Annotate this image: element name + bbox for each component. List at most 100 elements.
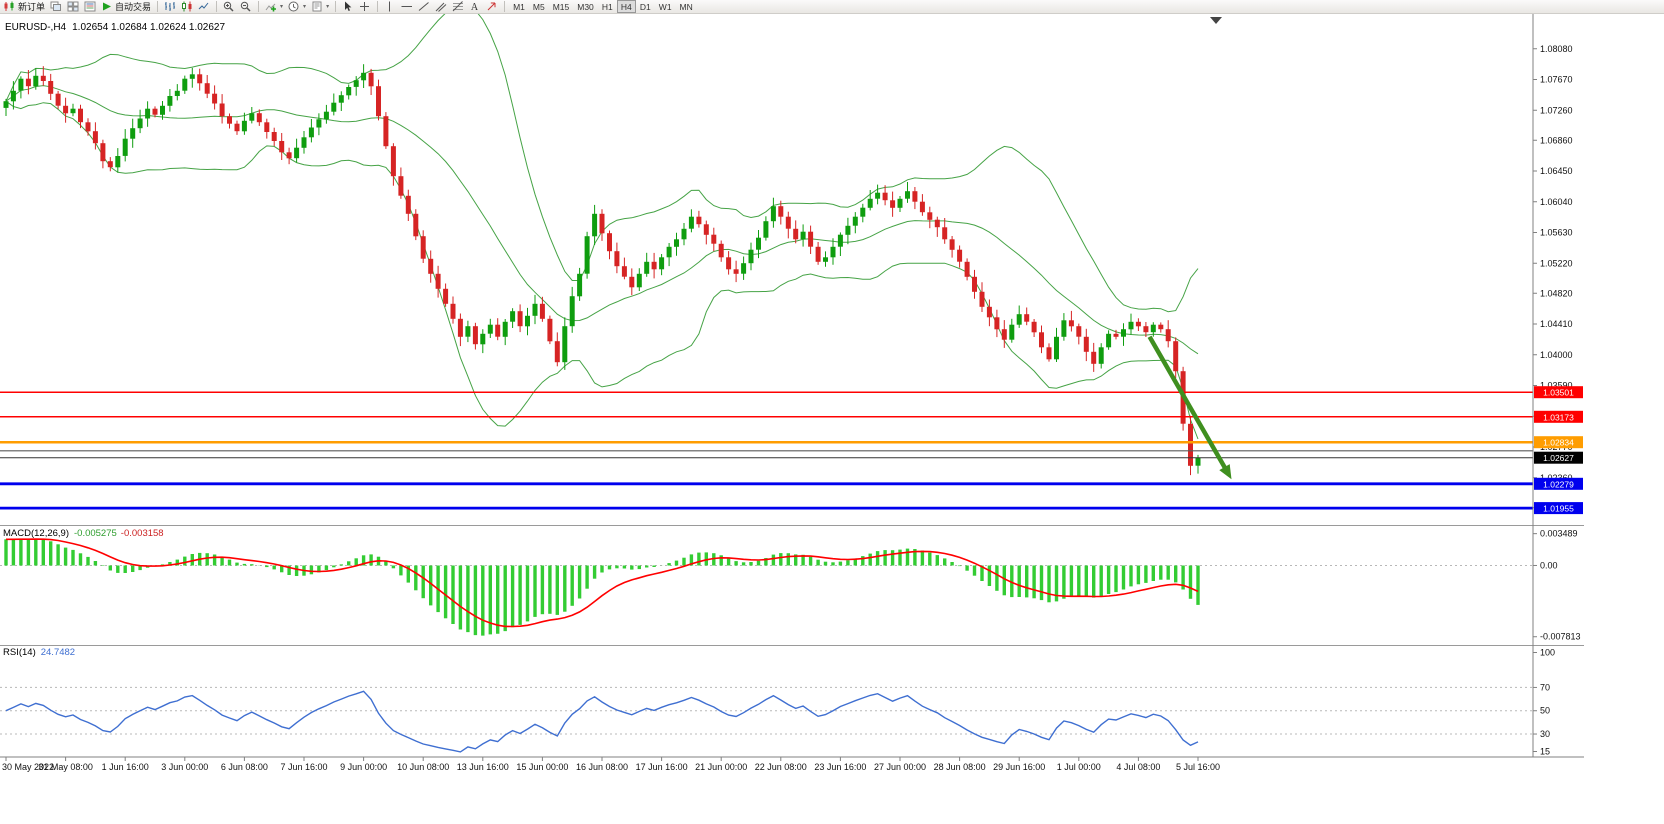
svg-text:22 Jun 08:00: 22 Jun 08:00: [755, 762, 807, 772]
templates-button[interactable]: ▾: [309, 0, 331, 13]
indicators-button[interactable]: ▾: [263, 0, 285, 13]
crosshair-button[interactable]: [357, 0, 373, 13]
svg-text:1 Jul 00:00: 1 Jul 00:00: [1057, 762, 1101, 772]
market-watch-button[interactable]: [82, 0, 98, 13]
svg-text:28 Jun 08:00: 28 Jun 08:00: [934, 762, 986, 772]
svg-text:1.02360: 1.02360: [1540, 473, 1573, 483]
trend-arrow[interactable]: [1147, 335, 1232, 480]
channel-icon: [435, 1, 447, 12]
cascade-windows-icon: [50, 1, 62, 12]
zoom-out-icon: [240, 1, 252, 12]
svg-text:29 Jun 16:00: 29 Jun 16:00: [993, 762, 1045, 772]
candle-chart-icon: [181, 1, 193, 12]
macd-signal-value: -0.003158: [120, 528, 164, 539]
timeframe-m1-button[interactable]: M1: [509, 0, 529, 13]
svg-text:1.08080: 1.08080: [1540, 44, 1573, 54]
channel-button[interactable]: [433, 0, 449, 13]
periods-icon: [288, 1, 300, 12]
cursor-button[interactable]: [340, 0, 356, 13]
svg-text:1 Jun 16:00: 1 Jun 16:00: [102, 762, 149, 772]
timeframe-mn-button[interactable]: MN: [676, 0, 697, 13]
timeframe-m5-button[interactable]: M5: [529, 0, 549, 13]
rsi-panel[interactable]: [0, 686, 1533, 753]
text-button[interactable]: A: [467, 0, 483, 13]
vline-button[interactable]: [382, 0, 398, 13]
zoom-in-button[interactable]: [221, 0, 237, 13]
candle-chart-button[interactable]: [179, 0, 195, 13]
svg-text:1.03173: 1.03173: [1543, 412, 1574, 422]
chart-shift-marker-icon[interactable]: [1210, 17, 1222, 24]
toolbar: 新订单 自动交易 ▾ ▾ ▾ A M1 M5 M15 M30 H1 H4 D1 W1 MN: [0, 0, 1664, 14]
price-label-box: [1534, 410, 1583, 423]
rsi-indicator-label: RSI(14) 24.7482: [3, 647, 75, 658]
svg-text:16 Jun 08:00: 16 Jun 08:00: [576, 762, 628, 772]
tile-windows-icon: [67, 1, 79, 12]
new-order-button[interactable]: 新订单: [2, 0, 47, 13]
svg-text:23 Jun 16:00: 23 Jun 16:00: [814, 762, 866, 772]
price-level-lines[interactable]: [0, 391, 1533, 510]
svg-text:1.03501: 1.03501: [1543, 388, 1574, 398]
new-order-label: 新订单: [18, 2, 46, 12]
svg-text:0.00: 0.00: [1540, 560, 1558, 570]
toolbar-separator: [335, 1, 337, 12]
macd-name: MACD(12,26,9): [3, 528, 69, 539]
zoom-out-button[interactable]: [238, 0, 254, 13]
timeframe-m30-button[interactable]: M30: [573, 0, 598, 13]
svg-text:21 Jun 00:00: 21 Jun 00:00: [695, 762, 747, 772]
arrows-icon: [486, 1, 498, 12]
svg-text:1.02834: 1.02834: [1543, 438, 1574, 448]
tile-windows-button[interactable]: [65, 0, 81, 13]
svg-text:50: 50: [1540, 706, 1550, 716]
line-chart-button[interactable]: [196, 0, 212, 13]
macd-panel[interactable]: [0, 538, 1533, 636]
svg-text:30: 30: [1540, 729, 1550, 739]
svg-text:1.02279: 1.02279: [1543, 479, 1574, 489]
timeframe-d1-button[interactable]: D1: [636, 0, 655, 13]
rsi-name: RSI(14): [3, 647, 36, 658]
crosshair-icon: [359, 1, 371, 12]
price-label-box: [1534, 386, 1583, 399]
timeframe-m15-button[interactable]: M15: [549, 0, 574, 13]
autotrade-button[interactable]: 自动交易: [99, 0, 153, 13]
svg-text:100: 100: [1540, 647, 1555, 657]
fibonacci-button[interactable]: [450, 0, 466, 13]
svg-text:9 Jun 00:00: 9 Jun 00:00: [340, 762, 387, 772]
vline-icon: [384, 1, 396, 12]
svg-text:6 Jun 08:00: 6 Jun 08:00: [221, 762, 268, 772]
indicators-icon: [265, 1, 277, 12]
toolbar-separator: [216, 1, 218, 12]
panel-separators[interactable]: [0, 525, 1584, 647]
cascade-windows-button[interactable]: [48, 0, 64, 13]
svg-text:0.003489: 0.003489: [1540, 529, 1578, 539]
fibonacci-icon: [452, 1, 464, 12]
svg-text:1.07670: 1.07670: [1540, 75, 1573, 85]
chevron-down-icon: ▾: [280, 4, 284, 10]
timeframe-w1-button[interactable]: W1: [655, 0, 676, 13]
svg-text:A: A: [471, 2, 479, 12]
chart-canvas[interactable]: 1.08080 1.07670 1.07260 1.06860 1.06450 1.060…: [0, 14, 1664, 824]
ohlc-values: 1.02654 1.02684 1.02624 1.02627: [72, 22, 226, 33]
svg-text:1.02627: 1.02627: [1543, 453, 1574, 463]
svg-text:3 Jun 00:00: 3 Jun 00:00: [161, 762, 208, 772]
chart-background: [0, 14, 1664, 824]
trendline-icon: [418, 1, 430, 12]
price-label-box: [1534, 436, 1583, 449]
svg-text:27 Jun 00:00: 27 Jun 00:00: [874, 762, 926, 772]
svg-text:1.01955: 1.01955: [1543, 504, 1574, 514]
timeframe-h1-button[interactable]: H1: [598, 0, 617, 13]
trendline-button[interactable]: [416, 0, 432, 13]
price-axis[interactable]: 1.08080 1.07670 1.07260 1.06860 1.06450 1.060…: [0, 14, 1584, 758]
price-label-box: [1534, 451, 1583, 464]
timeframe-h4-button[interactable]: H4: [616, 0, 636, 13]
hline-button[interactable]: [399, 0, 415, 13]
periods-button[interactable]: ▾: [286, 0, 308, 13]
svg-text:1.04000: 1.04000: [1540, 350, 1573, 360]
svg-text:30 May 2022: 30 May 2022: [2, 762, 54, 772]
toolbar-separator: [157, 1, 159, 12]
bar-chart-button[interactable]: [162, 0, 178, 13]
arrows-button[interactable]: [484, 0, 500, 13]
svg-text:1.06450: 1.06450: [1540, 166, 1573, 176]
line-chart-icon: [198, 1, 210, 12]
price-label-box: [1534, 477, 1583, 490]
